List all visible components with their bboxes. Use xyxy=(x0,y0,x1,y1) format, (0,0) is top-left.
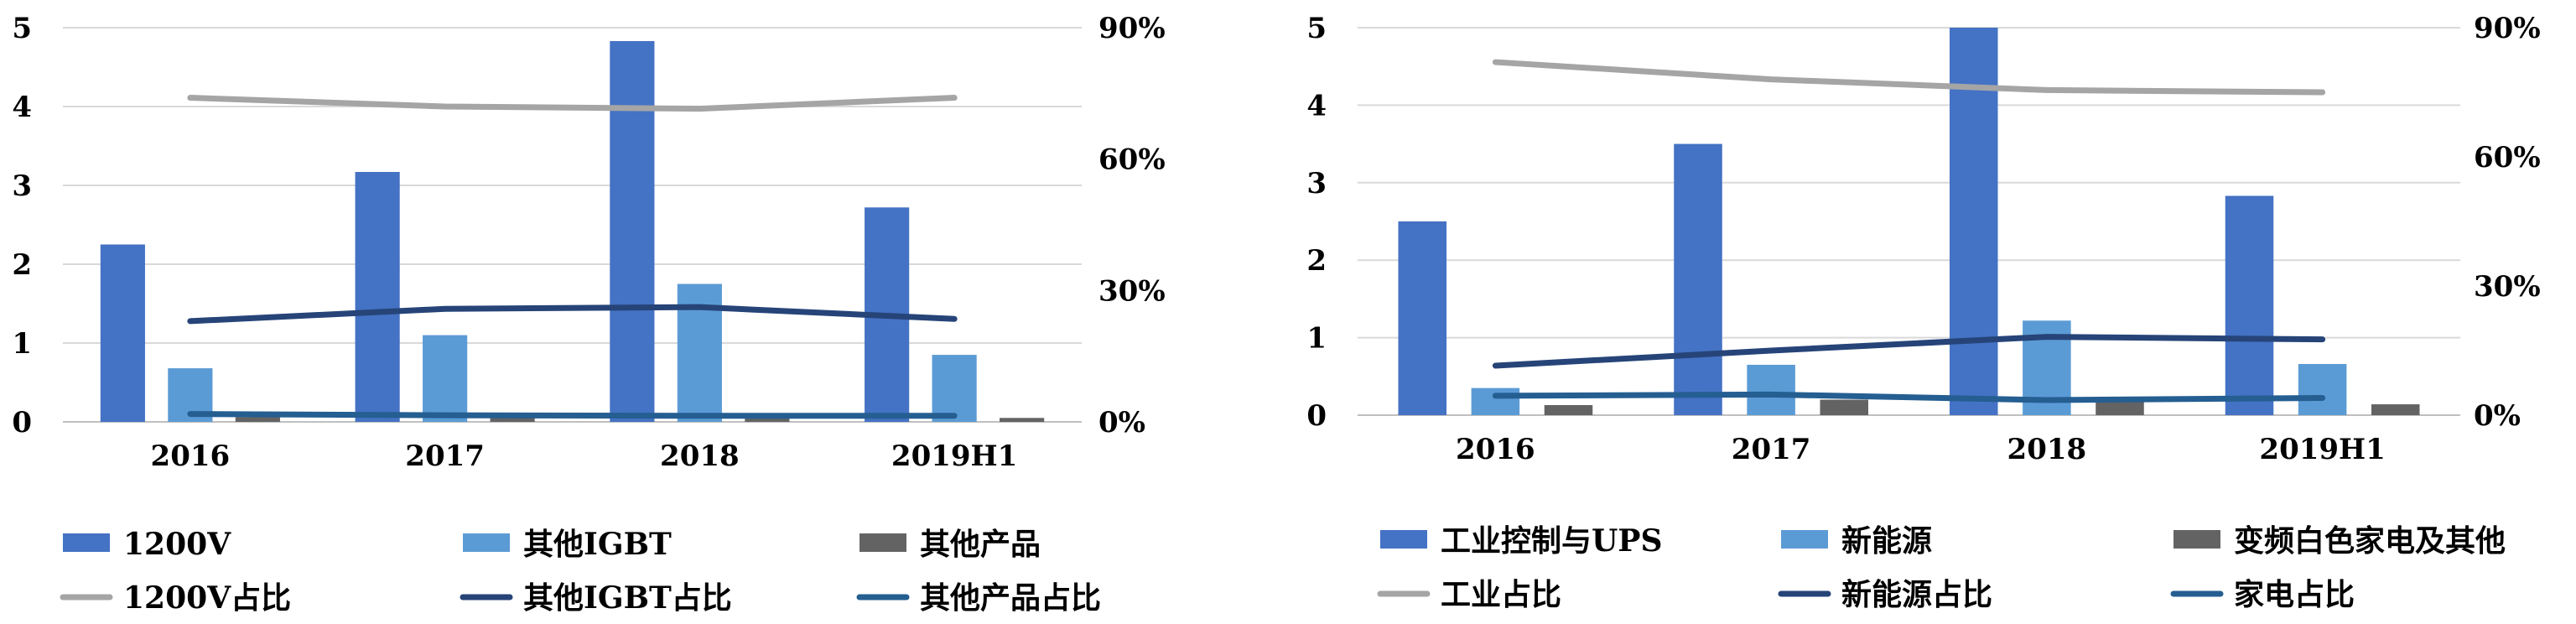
y-tick-label: 1 xyxy=(12,327,32,361)
legend-swatch xyxy=(1781,530,1828,549)
x-tick-label: 2016 xyxy=(151,439,231,473)
legend-label: 其他IGBT占比 xyxy=(523,580,732,616)
chart-application-mix: 0 1 2 3 4 5 0% 30% 60% 90% 2016 2017 2018 2019H1 工业控制与… xyxy=(1306,12,2541,612)
bar xyxy=(423,335,468,422)
y-tick-label: 5 xyxy=(1306,12,1327,45)
bar xyxy=(490,418,535,422)
legend-swatch xyxy=(463,533,510,552)
y-tick-label: 1 xyxy=(1306,322,1327,356)
bar xyxy=(745,417,790,422)
bar xyxy=(932,355,977,422)
y2-tick-label: 60% xyxy=(2474,141,2541,174)
legend-label: 新能源 xyxy=(1841,523,1932,559)
bar xyxy=(1471,387,1520,415)
bar xyxy=(2371,404,2420,415)
bar xyxy=(2225,195,2274,415)
bar xyxy=(1747,364,1795,415)
y2-tick-label: 0% xyxy=(2474,399,2521,433)
x-tick-label: 2016 xyxy=(1456,433,1535,466)
y2-tick-label: 0% xyxy=(1098,406,1145,439)
y-tick-label: 2 xyxy=(12,248,32,282)
legend-label: 其他产品占比 xyxy=(920,580,1101,616)
legend-label: 工业控制与UPS xyxy=(1441,523,1662,559)
y2-tick-label: 30% xyxy=(1098,274,1166,308)
y2-tick-label: 30% xyxy=(2474,270,2541,304)
x-tick-label: 2018 xyxy=(2007,433,2087,466)
chart-igbt-product-mix: 0 1 2 3 4 5 0% 30% 60% 90% 2016 2017 2018 2019H1 1200V… xyxy=(12,12,1166,616)
legend-label: 工业占比 xyxy=(1441,577,1561,612)
y2-tick-label: 90% xyxy=(2474,12,2541,45)
x-tick-label: 2019H1 xyxy=(2259,433,2385,466)
y2-tick-label: 90% xyxy=(1098,12,1166,45)
bar xyxy=(355,172,400,422)
y-tick-label: 3 xyxy=(12,169,32,203)
bar xyxy=(2298,364,2347,415)
bar xyxy=(610,40,655,422)
legend-label: 变频白色家电及其他 xyxy=(2234,523,2506,559)
x-tick-label: 2017 xyxy=(405,439,485,473)
legend-swatch xyxy=(860,533,906,552)
series-line xyxy=(1492,59,2326,96)
legend-swatch xyxy=(2174,530,2220,549)
bar xyxy=(1398,221,1447,415)
bar xyxy=(235,417,280,422)
y-tick-label: 5 xyxy=(12,12,32,45)
legend-label: 1200V占比 xyxy=(123,580,291,616)
bar xyxy=(1674,143,1722,415)
bar xyxy=(1820,399,1869,415)
series-line xyxy=(1492,334,2326,369)
x-tick-label: 2018 xyxy=(660,439,740,473)
legend-label: 其他IGBT xyxy=(523,527,672,562)
series-line xyxy=(187,411,958,419)
bar xyxy=(1000,418,1045,422)
y-tick-label: 4 xyxy=(12,91,32,124)
y-tick-label: 0 xyxy=(12,406,32,439)
x-tick-label: 2019H1 xyxy=(891,439,1017,473)
series-line xyxy=(187,304,958,325)
y-tick-label: 4 xyxy=(1306,89,1327,122)
series-line xyxy=(1492,391,2326,403)
bar xyxy=(1949,28,1998,415)
legend-label: 1200V xyxy=(123,527,231,562)
bar xyxy=(100,244,145,422)
y-tick-label: 2 xyxy=(1306,244,1327,278)
legend-swatch xyxy=(1380,530,1427,549)
bar xyxy=(1544,404,1593,415)
y2-tick-label: 60% xyxy=(1098,143,1166,177)
y-tick-label: 3 xyxy=(1306,167,1327,200)
legend-label: 家电占比 xyxy=(2234,577,2355,612)
legend-swatch xyxy=(63,533,110,552)
legend-label: 新能源占比 xyxy=(1841,577,1992,612)
series-line xyxy=(187,95,958,112)
x-tick-label: 2017 xyxy=(1732,433,1811,466)
legend-label: 其他产品 xyxy=(920,527,1041,562)
bar xyxy=(2096,399,2144,415)
y-tick-label: 0 xyxy=(1306,399,1327,433)
